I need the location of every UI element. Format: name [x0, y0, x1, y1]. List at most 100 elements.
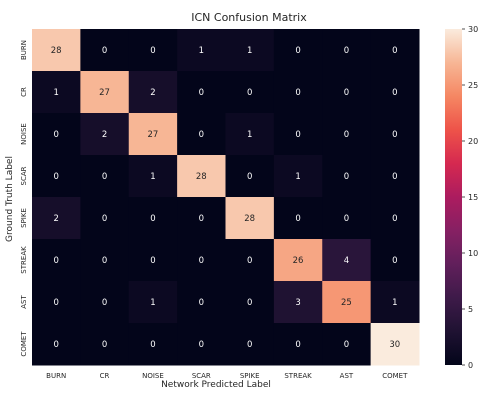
cell-value-label: 0: [199, 298, 204, 308]
heatmap-cell: [32, 71, 81, 114]
y-tick-labels: BURN CR NOISE SCAR SPIKE STREAK AST COMET: [20, 40, 28, 357]
cell-value-label: 0: [392, 130, 397, 140]
heatmap-cell: [225, 155, 275, 198]
heatmap-cell: [370, 239, 420, 282]
heatmap-cell: [80, 197, 130, 240]
cell-value-label: 0: [344, 340, 349, 350]
heatmap-cell: [177, 323, 227, 366]
colorbar-tick-label: 10: [468, 249, 478, 258]
heatmap-cell: [177, 113, 227, 156]
x-tick-label: BURN: [46, 372, 66, 380]
y-tick-label: SPIKE: [20, 208, 28, 228]
colorbar-tick-label: 5: [468, 305, 473, 314]
heatmap-cell: [370, 155, 420, 198]
heatmap-cell: [273, 281, 323, 324]
cell-value-label: 0: [295, 130, 300, 140]
cell-value-label: 0: [102, 172, 107, 182]
colorbar-tick-label: 20: [468, 137, 478, 146]
heatmap-cell: [273, 71, 323, 114]
heatmap-cell: [225, 29, 275, 72]
cell-value-label: 0: [247, 340, 252, 350]
cell-value-label: 0: [392, 88, 397, 98]
x-tick-label: STREAK: [284, 372, 312, 380]
cell-value-label: 0: [295, 88, 300, 98]
cell-value-label: 30: [389, 340, 400, 350]
cell-value-label: 0: [295, 340, 300, 350]
heatmap-cell: [225, 71, 275, 114]
cell-value-label: 0: [53, 340, 58, 350]
cell-value-label: 1: [392, 298, 397, 308]
heatmap-cell: [322, 29, 372, 72]
heatmap-cell: [128, 29, 178, 72]
x-tick-label: AST: [340, 372, 354, 380]
colorbar-tick-label: 25: [468, 81, 478, 90]
cell-value-label: 2: [53, 214, 58, 224]
cell-value-label: 0: [102, 214, 107, 224]
cell-value-label: 0: [53, 298, 58, 308]
heatmap-cell: [128, 239, 178, 282]
heatmap-cell: [80, 281, 130, 324]
heatmap-cell: [80, 29, 130, 72]
heatmap-cell: [177, 239, 227, 282]
cell-value-label: 28: [196, 172, 207, 182]
cell-value-label: 4: [344, 256, 349, 266]
cell-value-label: 0: [392, 172, 397, 182]
colorbar-tick-label: 30: [468, 25, 478, 34]
cell-value-label: 1: [295, 172, 300, 182]
heatmap-cell: [273, 155, 323, 198]
y-tick-label: CR: [20, 87, 28, 97]
heatmap-cell: [370, 113, 420, 156]
cell-value-label: 0: [295, 46, 300, 56]
heatmap-cell: [32, 197, 81, 240]
colorbar-tick-label: 0: [468, 361, 473, 370]
heatmap-cell: [225, 323, 275, 366]
cell-value-label: 1: [53, 88, 58, 98]
heatmap-cell: [32, 29, 81, 72]
heatmap-cell: [225, 281, 275, 324]
cell-value-label: 0: [150, 214, 155, 224]
cell-value-label: 0: [247, 88, 252, 98]
cell-value-label: 0: [344, 214, 349, 224]
cell-value-label: 3: [295, 298, 300, 308]
heatmap-cell: [128, 197, 178, 240]
heatmap-cell: [32, 155, 81, 198]
heatmap-cell: [273, 239, 323, 282]
heatmap-cell: [322, 323, 372, 366]
heatmap-cell: [128, 113, 178, 156]
heatmap-cell: [273, 323, 323, 366]
cell-value-label: 0: [344, 88, 349, 98]
chart-title: ICN Confusion Matrix: [191, 11, 307, 24]
heatmap-cell: [128, 323, 178, 366]
cell-value-label: 0: [199, 214, 204, 224]
heatmap-cell: [177, 197, 227, 240]
heatmap-cell: [32, 281, 81, 324]
heatmap-cell: [177, 71, 227, 114]
heatmap-cell: [177, 29, 227, 72]
y-tick-label: AST: [20, 295, 28, 309]
cell-value-label: 28: [244, 214, 255, 224]
cell-value-label: 0: [344, 46, 349, 56]
y-tick-label: BURN: [20, 40, 28, 60]
x-tick-labels: BURN CR NOISE SCAR SPIKE STREAK AST COMET: [46, 372, 408, 380]
cell-value-label: 0: [392, 256, 397, 266]
cell-value-label: 0: [102, 46, 107, 56]
cell-value-label: 0: [199, 340, 204, 350]
cell-value-label: 0: [150, 46, 155, 56]
colorbar-ticks: 0 5 10 15 20 25 30: [462, 25, 478, 370]
cell-value-label: 2: [102, 130, 107, 140]
heatmap-cell: [322, 113, 372, 156]
x-tick-label: NOISE: [142, 372, 164, 380]
cell-value-label: 0: [102, 256, 107, 266]
heatmap-cell: [273, 197, 323, 240]
cell-value-label: 0: [102, 340, 107, 350]
x-tick-label: CR: [100, 372, 110, 380]
heatmap-cell: [128, 155, 178, 198]
cell-value-label: 25: [341, 298, 352, 308]
cell-value-label: 0: [53, 130, 58, 140]
cell-value-label: 1: [247, 46, 252, 56]
heatmap-cell: [273, 113, 323, 156]
cell-value-label: 27: [99, 88, 110, 98]
heatmap-cell: [225, 113, 275, 156]
heatmap-cell: [80, 323, 130, 366]
cell-value-label: 1: [247, 130, 252, 140]
